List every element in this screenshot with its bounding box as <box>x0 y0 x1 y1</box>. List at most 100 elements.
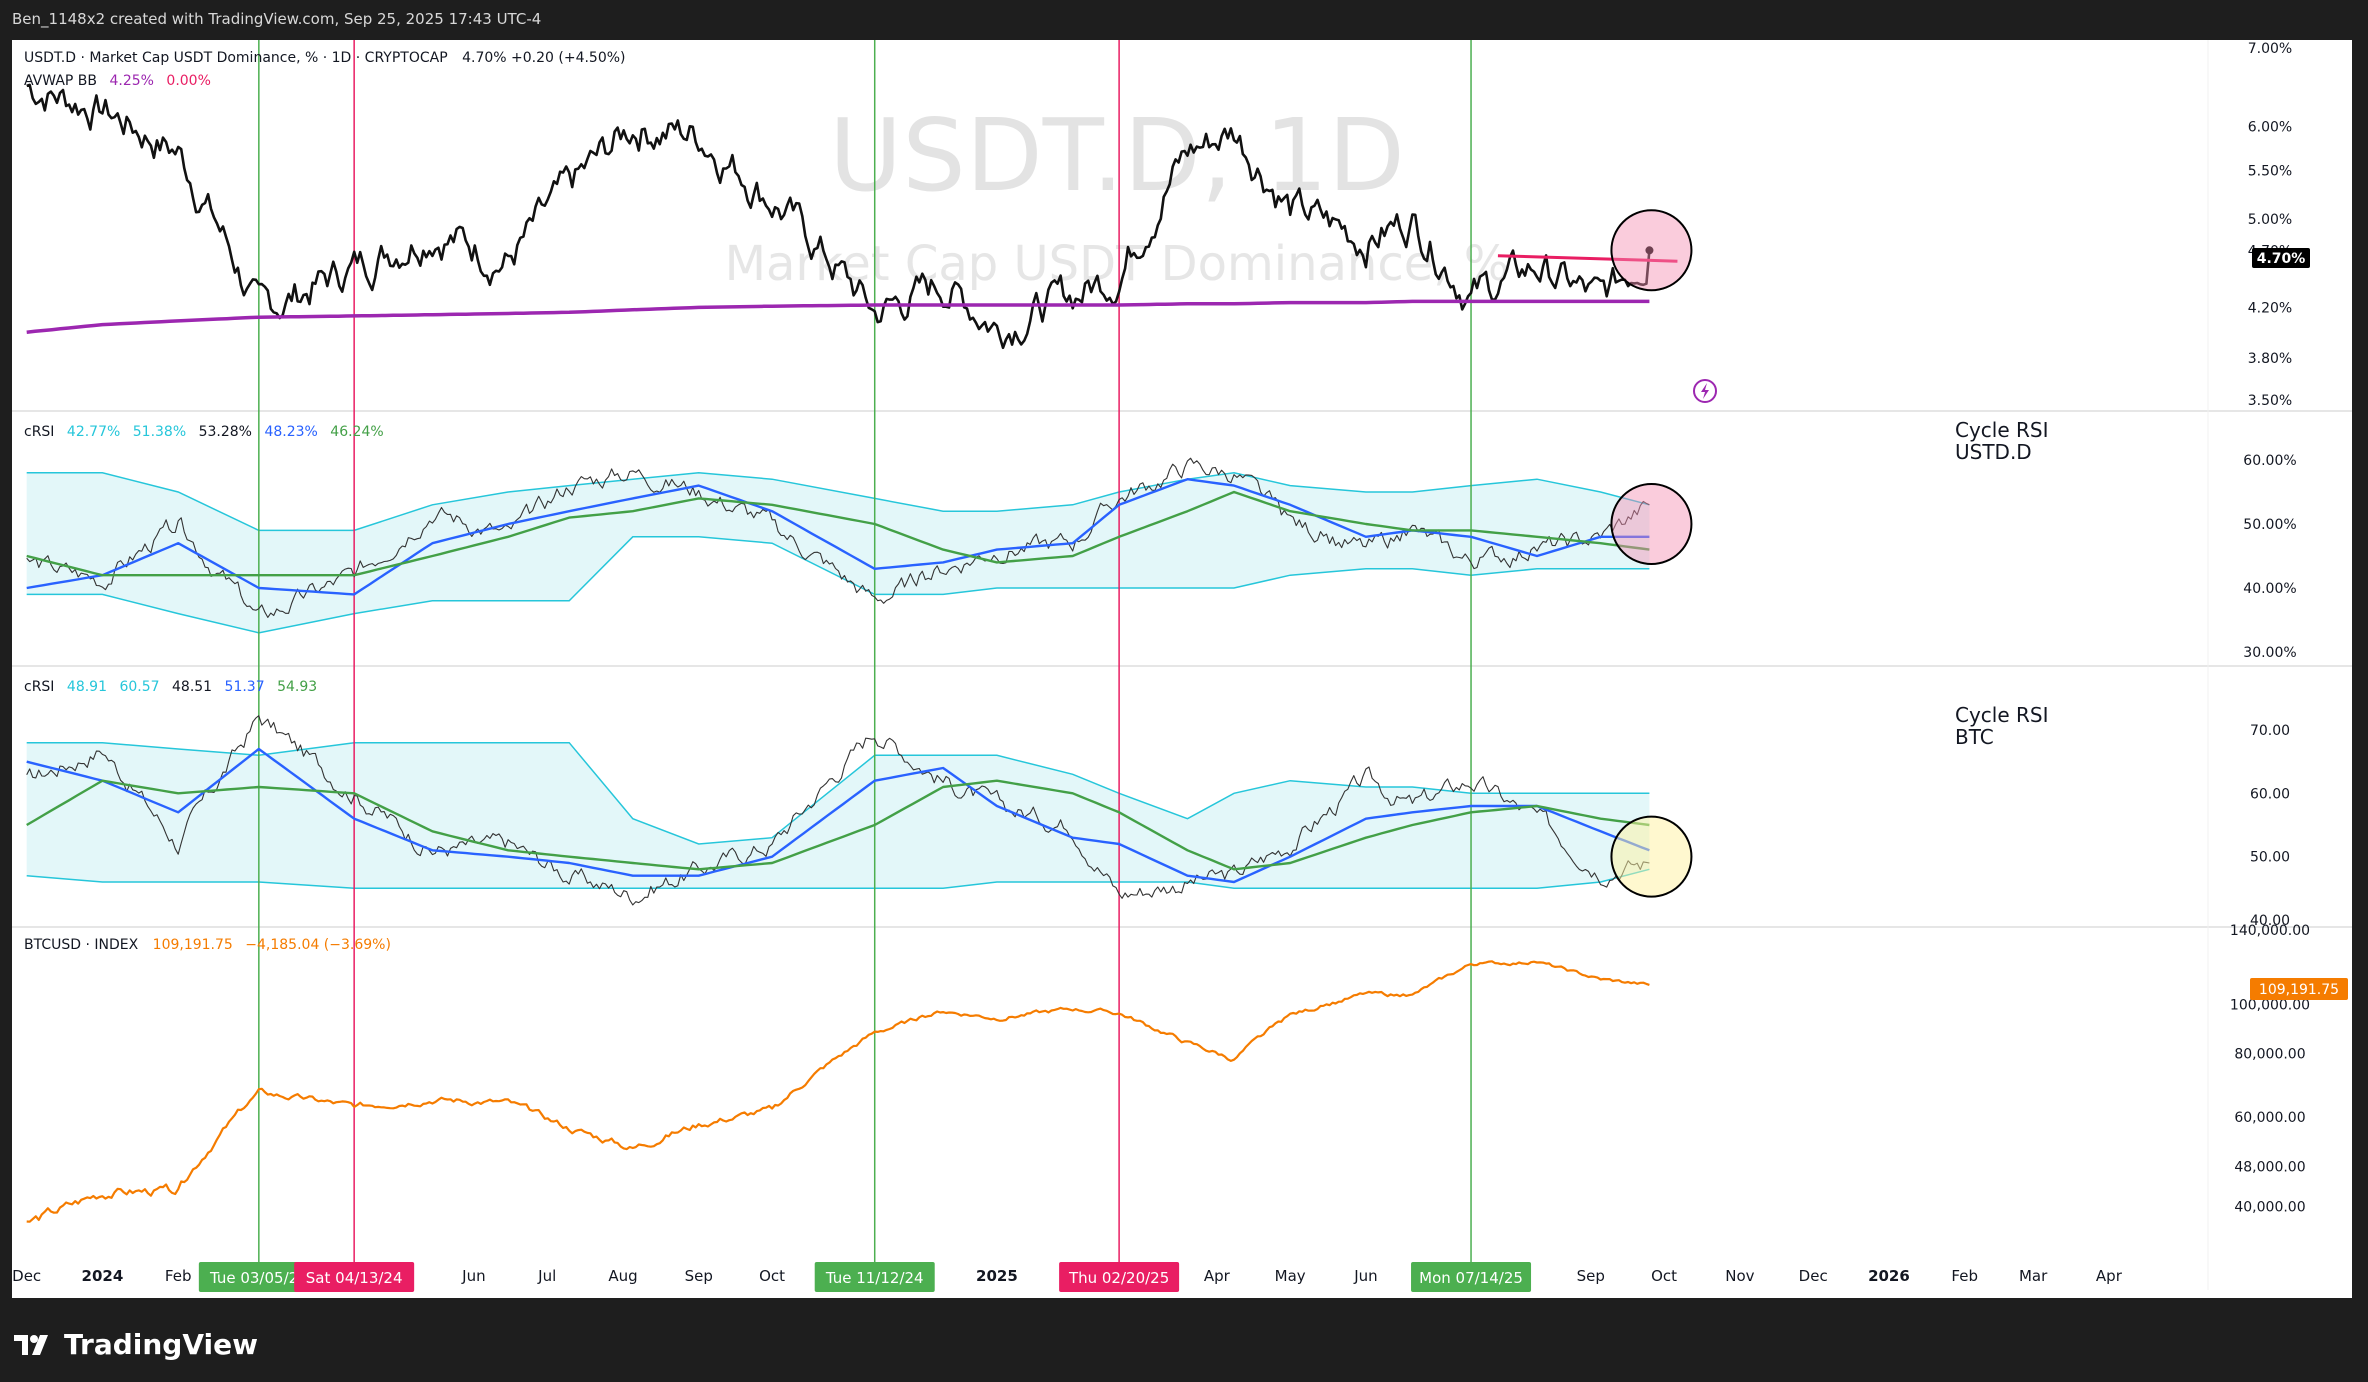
time-marker-badge-bg <box>198 1262 319 1292</box>
rsi1-v1: 51.38% <box>133 424 186 440</box>
series-line-crsi <box>26 715 1650 906</box>
price-axis-tick: 3.80% <box>2248 351 2292 367</box>
time-marker-badge: Tue 11/12/24 <box>814 1262 935 1292</box>
time-axis-label: Mar <box>2019 1267 2048 1285</box>
time-marker-badge-text: Tue 11/12/24 <box>825 1269 924 1287</box>
price-axis-ticks[interactable]: 7.00% 6.00% 5.50% 5.00% 4.70% 4.20% 3.80% 3.50%… <box>2230 41 2310 1216</box>
rsi2-name: cRSI <box>24 679 54 695</box>
price-axis-tick: 40.00% <box>2243 581 2296 597</box>
header-bar: Ben_1148x2 created with TradingView.com,… <box>0 0 2368 40</box>
time-axis-label: 2025 <box>976 1267 1018 1285</box>
time-marker-badge: Mon 07/14/25 <box>1411 1262 1532 1292</box>
time-axis-label: Aug <box>608 1267 637 1285</box>
time-marker-badge-bg <box>814 1262 935 1292</box>
price-axis-tick: 140,000.00 <box>2230 923 2310 939</box>
btc-value: 109,191.75 <box>153 937 233 953</box>
price-axis-tick: 50.00% <box>2243 517 2296 533</box>
time-axis-label: Feb <box>165 1267 192 1285</box>
price-axis-tick: 30.00% <box>2243 645 2296 661</box>
snapshot-caption: Ben_1148x2 created with TradingView.com,… <box>12 10 542 28</box>
svg-text:AVWAP BB 4.25%: AVWAP BB 4.25% 0.00% <box>24 73 211 89</box>
time-marker-badge-text: Tue 03/05/24 <box>209 1269 308 1287</box>
series-line-fast <box>26 478 1650 596</box>
chart-canvas[interactable]: USDT.D, 1D Market Cap USDT Dominance, % … <box>12 40 2352 1298</box>
rsi2-v1: 60.57 <box>119 679 159 695</box>
series-line-usdt-d <box>26 83 1651 350</box>
rsi2-legend: cRSI 48.91 60.57 48.51 51.37 54.93 Cycle… <box>24 679 2049 749</box>
series-line-slow <box>26 490 1650 577</box>
price-axis-tick: 80,000.00 <box>2234 1047 2305 1063</box>
time-axis-label: Oct <box>1651 1267 1677 1285</box>
svg-text:4.70%: 4.70% <box>2257 251 2306 267</box>
time-axis-label: 2024 <box>82 1267 124 1285</box>
rsi2-v0: 48.91 <box>67 679 107 695</box>
avwap-width: 0.00% <box>166 73 210 89</box>
time-axis-label: May <box>1275 1267 1306 1285</box>
usdt-legend: USDT.D · Market Cap USDT Dominance, % · … <box>24 50 626 89</box>
tradingview-logo[interactable]: TradingView <box>14 1328 258 1361</box>
time-marker-badge-text: Mon 07/14/25 <box>1419 1269 1523 1287</box>
chart-frame[interactable]: USDT.D, 1D Market Cap USDT Dominance, % … <box>12 40 2352 1298</box>
price-axis-tick: 60,000.00 <box>2234 1110 2305 1126</box>
price-axis-tick: 100,000.00 <box>2230 997 2310 1013</box>
time-marker-badge: Sat 04/13/24 <box>294 1262 415 1292</box>
svg-text:USDT.D · Market Cap USDT Domin: USDT.D · Market Cap USDT Dominance, % · … <box>24 50 626 66</box>
price-axis-tick: 6.00% <box>2248 119 2292 135</box>
rsi-band-fill <box>26 742 1650 889</box>
rsi2-v4: 54.93 <box>277 679 317 695</box>
price-axis-tick: 40,000.00 <box>2234 1200 2305 1216</box>
highlight-circle <box>1610 209 1693 292</box>
price-axis-tick: 5.50% <box>2248 163 2292 179</box>
rsi2-v2: 48.51 <box>172 679 212 695</box>
time-axis-label: 2026 <box>1868 1267 1910 1285</box>
time-axis-label: Jun <box>1353 1267 1377 1285</box>
time-marker-badge-text: Sat 04/13/24 <box>306 1269 403 1287</box>
brand-name: TradingView <box>64 1328 258 1361</box>
rsi2-note-2: BTC <box>1955 725 1994 749</box>
rsi1-note-2: USTD.D <box>1955 440 2032 464</box>
time-axis[interactable]: Dec 2024 Feb Jun Jul Aug Sep Oct 2025 Apr May Jun Se… <box>12 1262 2123 1292</box>
alert-bolt-icon[interactable] <box>1693 379 1717 403</box>
svg-text:cRSI 42.77% 51: cRSI 42.77% 51.38% 53.28% 48.23% 46.24% <box>24 424 384 440</box>
price-axis-tick: 3.50% <box>2248 393 2292 409</box>
price-axis-tick: 70.00 <box>2250 723 2290 739</box>
watermark-symbol: USDT.D, 1D <box>829 97 1405 214</box>
price-axis-tick: 7.00% <box>2248 41 2292 57</box>
rsi-band-layer <box>26 472 1650 890</box>
series-line-avwap-bb <box>26 299 1650 334</box>
last-price-dot <box>1645 246 1654 255</box>
series-line-btcusd <box>26 960 1650 1223</box>
time-axis-label: Jun <box>461 1267 485 1285</box>
usdt-title: USDT.D · Market Cap USDT Dominance, % · … <box>24 50 448 66</box>
highlight-circle <box>1610 483 1693 565</box>
time-axis-label: Oct <box>759 1267 785 1285</box>
price-axis-tick: 50.00 <box>2250 850 2290 866</box>
series-line-slow <box>26 779 1650 871</box>
time-axis-label: Apr <box>1204 1267 1231 1285</box>
price-axis-tick: 5.00% <box>2248 212 2292 228</box>
tradingview-logo-icon <box>14 1334 48 1355</box>
avwap-name: AVWAP BB <box>24 73 97 89</box>
rsi1-v2: 53.28% <box>199 424 252 440</box>
series-line-fast <box>26 747 1650 884</box>
time-marker-badge: Thu 02/20/25 <box>1059 1262 1180 1292</box>
rsi1-note-1: Cycle RSI <box>1955 418 2049 442</box>
time-axis-label: Nov <box>1725 1267 1754 1285</box>
btc-title: BTCUSD · INDEX <box>24 937 139 953</box>
footer-bar: TradingView <box>0 1300 2368 1382</box>
price-axis-tick: 60.00 <box>2250 786 2290 802</box>
time-marker-badge-text: Thu 02/20/25 <box>1068 1269 1169 1287</box>
time-marker-badge-bg <box>294 1262 415 1292</box>
time-axis-label: Jul <box>537 1267 556 1285</box>
marker-line-layer <box>258 40 1472 1265</box>
svg-text:BTCUSD · INDEX 109,191: BTCUSD · INDEX 109,191.75 −4,185.04 (−3.… <box>24 937 391 953</box>
usdt-ohlc: 4.70% +0.20 (+4.50%) <box>462 50 625 66</box>
btc-last-value-label: 109,191.75 <box>2250 978 2348 1000</box>
rsi2-v3: 51.37 <box>225 679 265 695</box>
usdt-last-value-label: 4.70% <box>2252 248 2310 268</box>
watermark-name: Market Cap USDT Dominance, % <box>725 236 1510 292</box>
time-axis-label: Apr <box>2096 1267 2123 1285</box>
rsi1-v0: 42.77% <box>67 424 120 440</box>
avwap-value: 4.25% <box>109 73 153 89</box>
rsi-band-fill <box>26 472 1650 633</box>
